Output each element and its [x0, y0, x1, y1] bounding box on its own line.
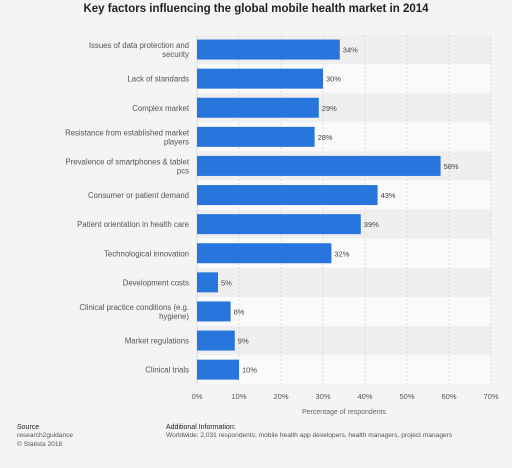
x-tick-label: 10% [231, 392, 246, 401]
value-label: 28% [318, 133, 333, 142]
bar [197, 68, 323, 89]
additional-info-heading: Additional Information: [166, 424, 236, 431]
value-label: 58% [444, 162, 459, 171]
value-label: 43% [381, 191, 396, 200]
additional-info-block: Additional Information: Worldwide; 2,031… [166, 424, 506, 441]
row-band [197, 267, 491, 297]
category-label: Resistance from established market [65, 128, 190, 137]
copyright-line: © Statista 2018 [17, 440, 63, 448]
category-label: Development costs [123, 278, 189, 287]
value-label: 5% [221, 278, 232, 287]
category-label: Patient orientation in health care [77, 220, 189, 229]
value-label: 32% [334, 249, 349, 258]
x-axis-title: Percentage of respondents [302, 409, 387, 416]
value-label: 9% [238, 337, 249, 346]
category-label: pcs [177, 166, 189, 175]
category-label: Clinical trials [145, 366, 189, 375]
category-label: Clinical practice conditions (e.g. [79, 303, 189, 312]
value-label: 29% [322, 104, 337, 113]
bar [197, 185, 378, 206]
bar [197, 301, 231, 322]
category-label: Market regulations [125, 337, 189, 346]
bar [197, 39, 340, 60]
x-tick-label: 40% [357, 392, 372, 401]
x-tick-label: 50% [399, 392, 414, 401]
value-label: 10% [242, 366, 257, 375]
row-band [197, 326, 491, 356]
category-label: security [162, 50, 189, 59]
x-tick-label: 20% [273, 392, 288, 401]
bar [197, 272, 218, 293]
bar [197, 330, 235, 351]
category-label: Complex market [132, 104, 190, 113]
additional-info-text: Worldwide; 2,031 respondents; mobile hea… [166, 432, 453, 440]
value-label: 30% [326, 75, 341, 84]
bar [197, 214, 361, 235]
bar [197, 126, 315, 147]
source-heading: Source [17, 424, 40, 431]
chart-title: Key factors influencing the global mobil… [83, 3, 429, 15]
category-label: Prevalence of smartphones & tablet [65, 157, 189, 166]
bar [197, 97, 319, 118]
bar [197, 359, 239, 380]
category-label: hygiene) [159, 312, 189, 321]
category-label: Consumer or patient demand [88, 191, 189, 200]
x-tick-label: 70% [483, 392, 498, 401]
source-line: research2guidance [17, 432, 74, 440]
category-label: Lack of standards [127, 75, 189, 84]
x-tick-label: 0% [192, 392, 203, 401]
bar-chart: 0% 10% 20% 30% 40% 50% 60% 70% 34% Issues of data… [65, 35, 499, 416]
category-label: players [164, 137, 189, 146]
bar [197, 243, 332, 264]
row-band [197, 296, 491, 326]
x-tick-label: 60% [441, 392, 456, 401]
category-label: Issues of data protection and [89, 41, 189, 50]
value-label: 8% [234, 307, 245, 316]
category-label: Technological innovation [104, 249, 189, 258]
source-block: Source research2guidance © Statista 2018 [17, 424, 73, 449]
value-label: 34% [343, 46, 358, 55]
bar [197, 155, 441, 176]
x-tick-label: 30% [315, 392, 330, 401]
row-band [197, 355, 491, 385]
value-label: 39% [364, 220, 379, 229]
